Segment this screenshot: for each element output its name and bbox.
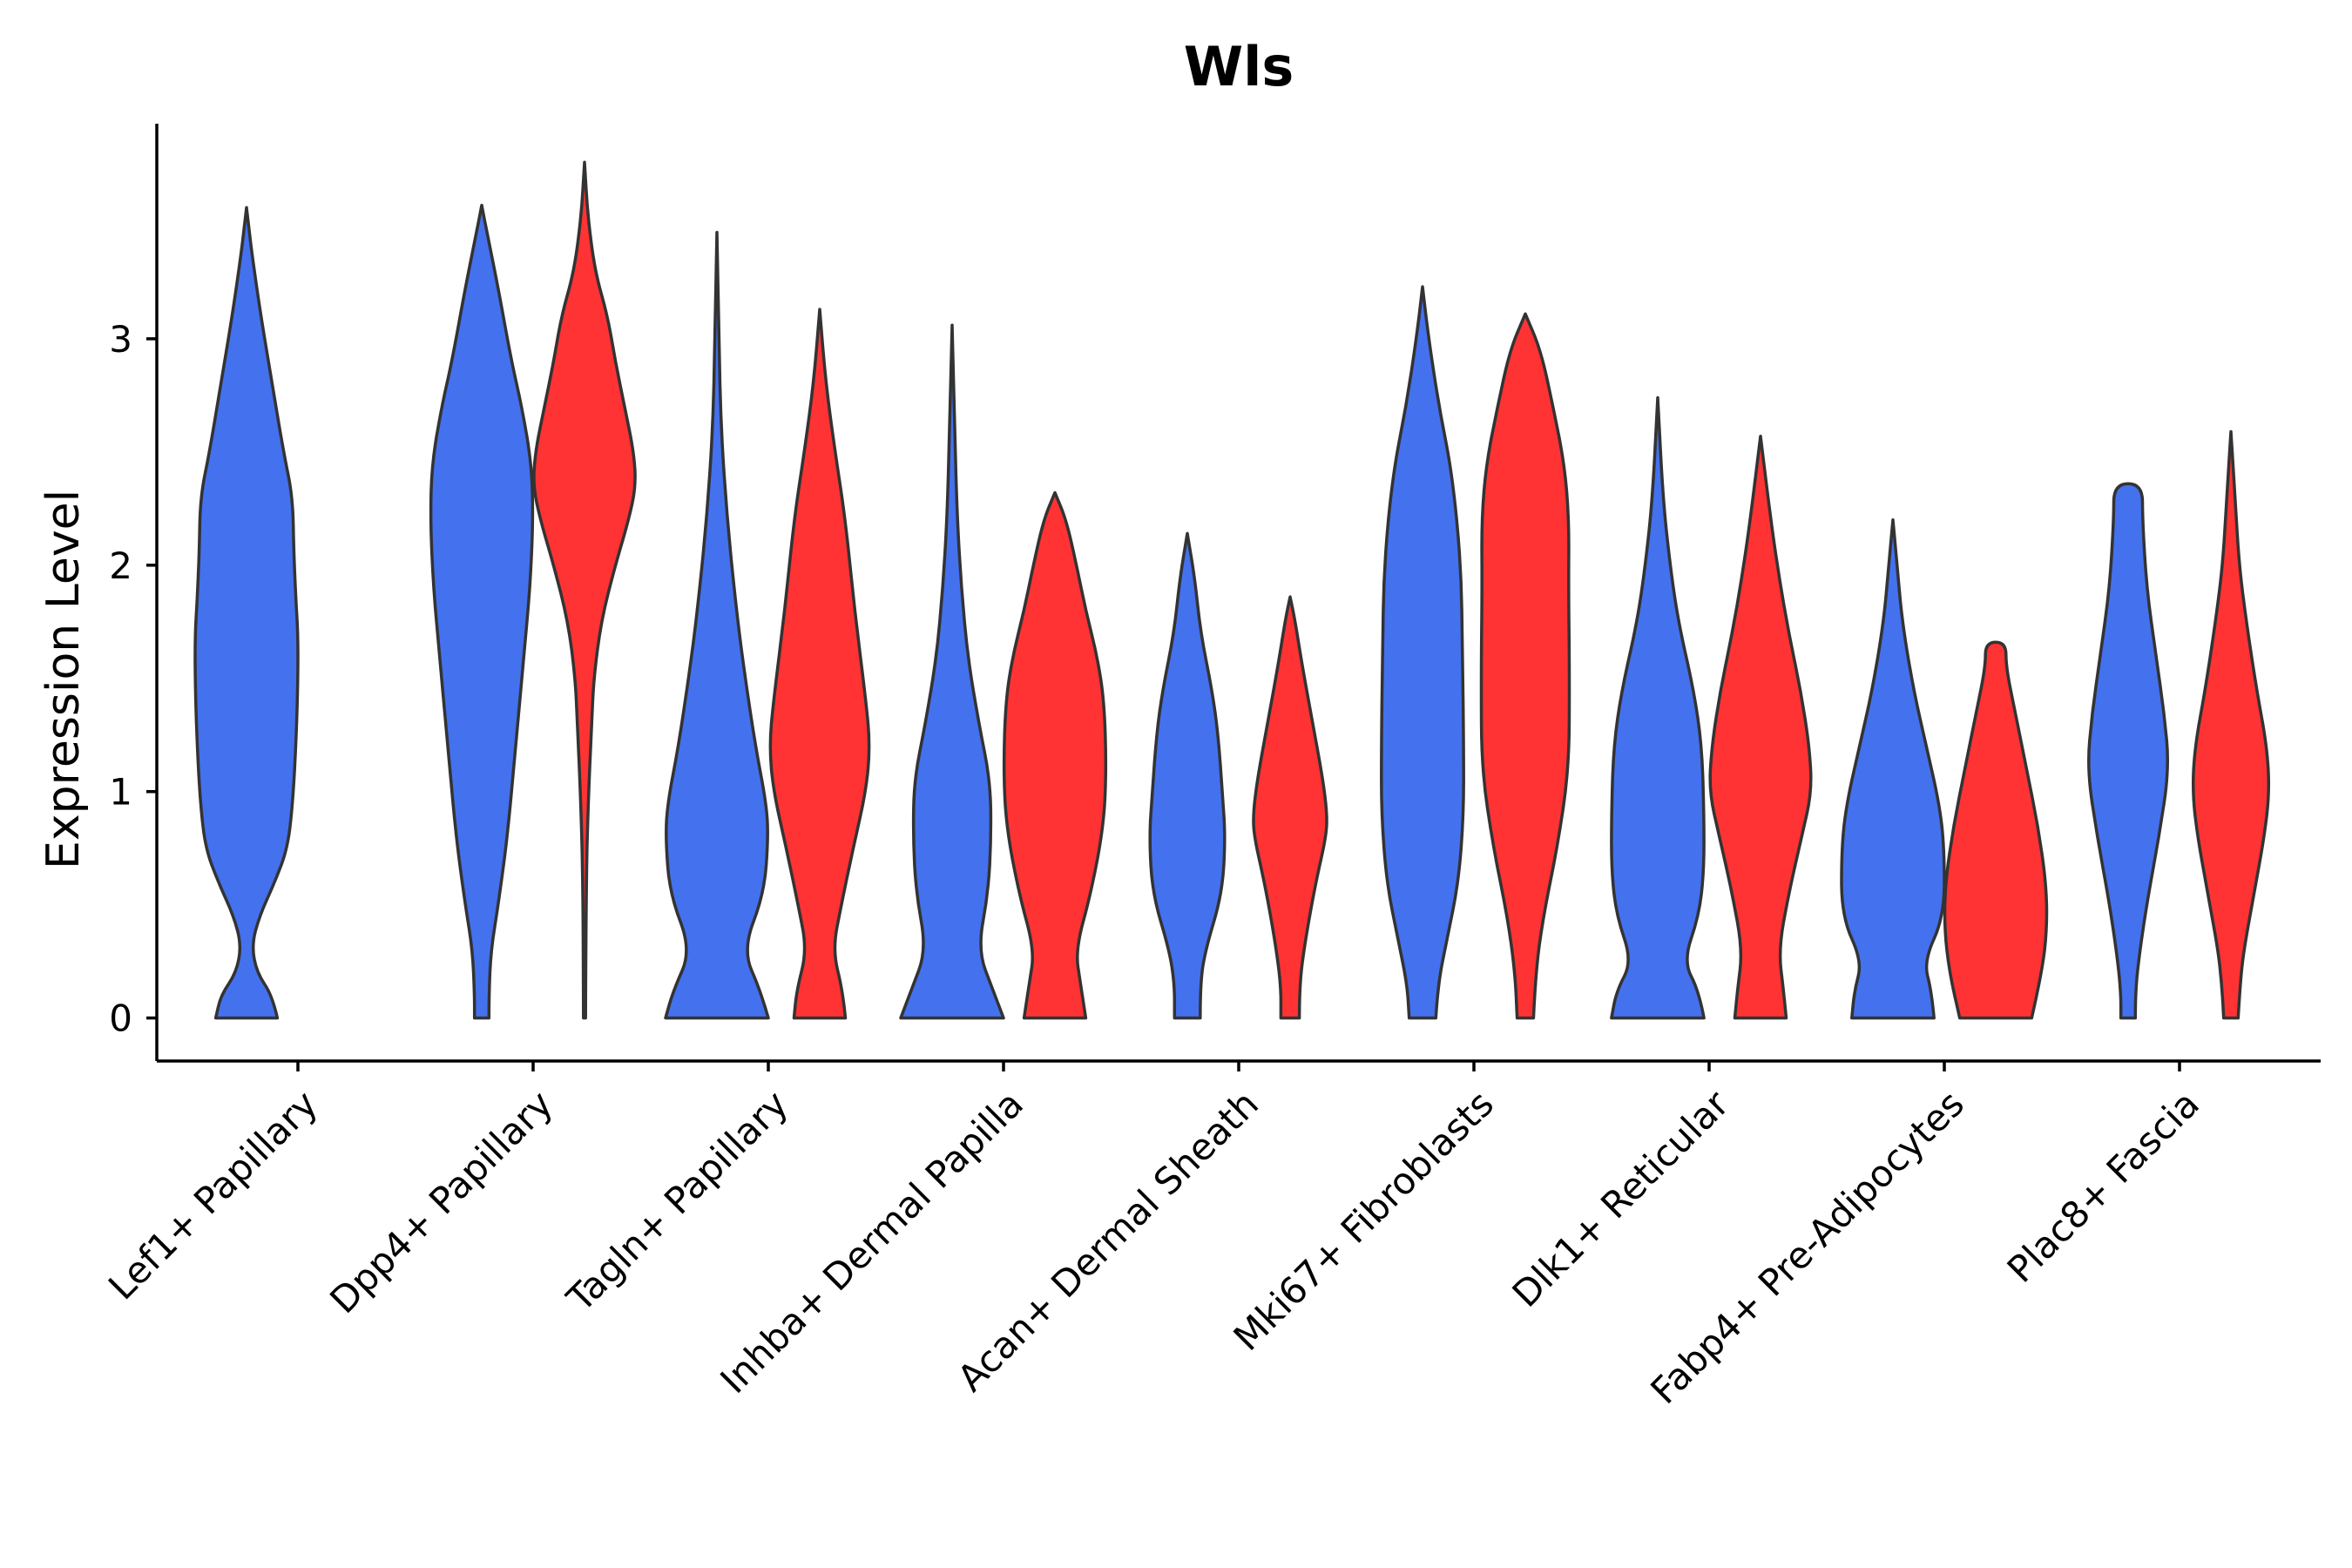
violin-plac8-fascia-b	[2192, 429, 2271, 1020]
violin-mki67-fibroblasts-a	[1380, 285, 1465, 1020]
violin-acan-dermal-sheath-a	[1148, 531, 1227, 1020]
x-tick-label: Dlk1+ Reticular	[1504, 1082, 1738, 1315]
violin-fabp4-pre-adipocytes-b	[1943, 640, 2049, 1020]
y-tick-label: 0	[109, 997, 132, 1040]
x-tick-label: Dpp4+ Papillary	[321, 1082, 561, 1321]
x-tick-label: Lef1+ Papillary	[100, 1082, 326, 1308]
violin-group	[193, 160, 2271, 1020]
violin-tagln-papillary-a	[664, 231, 770, 1020]
violin-dlk1-reticular-a	[1610, 395, 1706, 1020]
violin-plac8-fascia-a	[2087, 482, 2170, 1020]
violin-mki67-fibroblasts-b	[1479, 312, 1571, 1020]
violin-acan-dermal-sheath-b	[1252, 595, 1328, 1020]
violin-dpp4-papillary-b	[532, 160, 637, 1020]
violin-dlk1-reticular-b	[1708, 434, 1813, 1020]
violin-inhba-dermal-papilla-a	[899, 323, 1005, 1020]
x-tick-label: Mki67+ Fibroblasts	[1226, 1082, 1502, 1358]
violin-lef1-papillary-a	[193, 206, 300, 1020]
y-tick-label: 2	[109, 544, 132, 587]
y-ticks: 0 1 2 3	[109, 318, 157, 1040]
x-tick-label: Tagln+ Papillary	[558, 1082, 796, 1320]
violin-inhba-dermal-papilla-b	[1002, 490, 1108, 1020]
x-tick-label: Plac8+ Fascia	[1999, 1082, 2207, 1290]
chart-title: Wls	[1184, 35, 1294, 98]
violin-tagln-papillary-b	[768, 308, 871, 1020]
y-axis-label: Expression Level	[37, 490, 90, 869]
y-tick-label: 1	[109, 771, 132, 814]
violin-dpp4-papillary-a	[429, 203, 535, 1020]
y-tick-label: 3	[109, 318, 132, 361]
violin-fabp4-pre-adipocytes-a	[1840, 518, 1946, 1020]
